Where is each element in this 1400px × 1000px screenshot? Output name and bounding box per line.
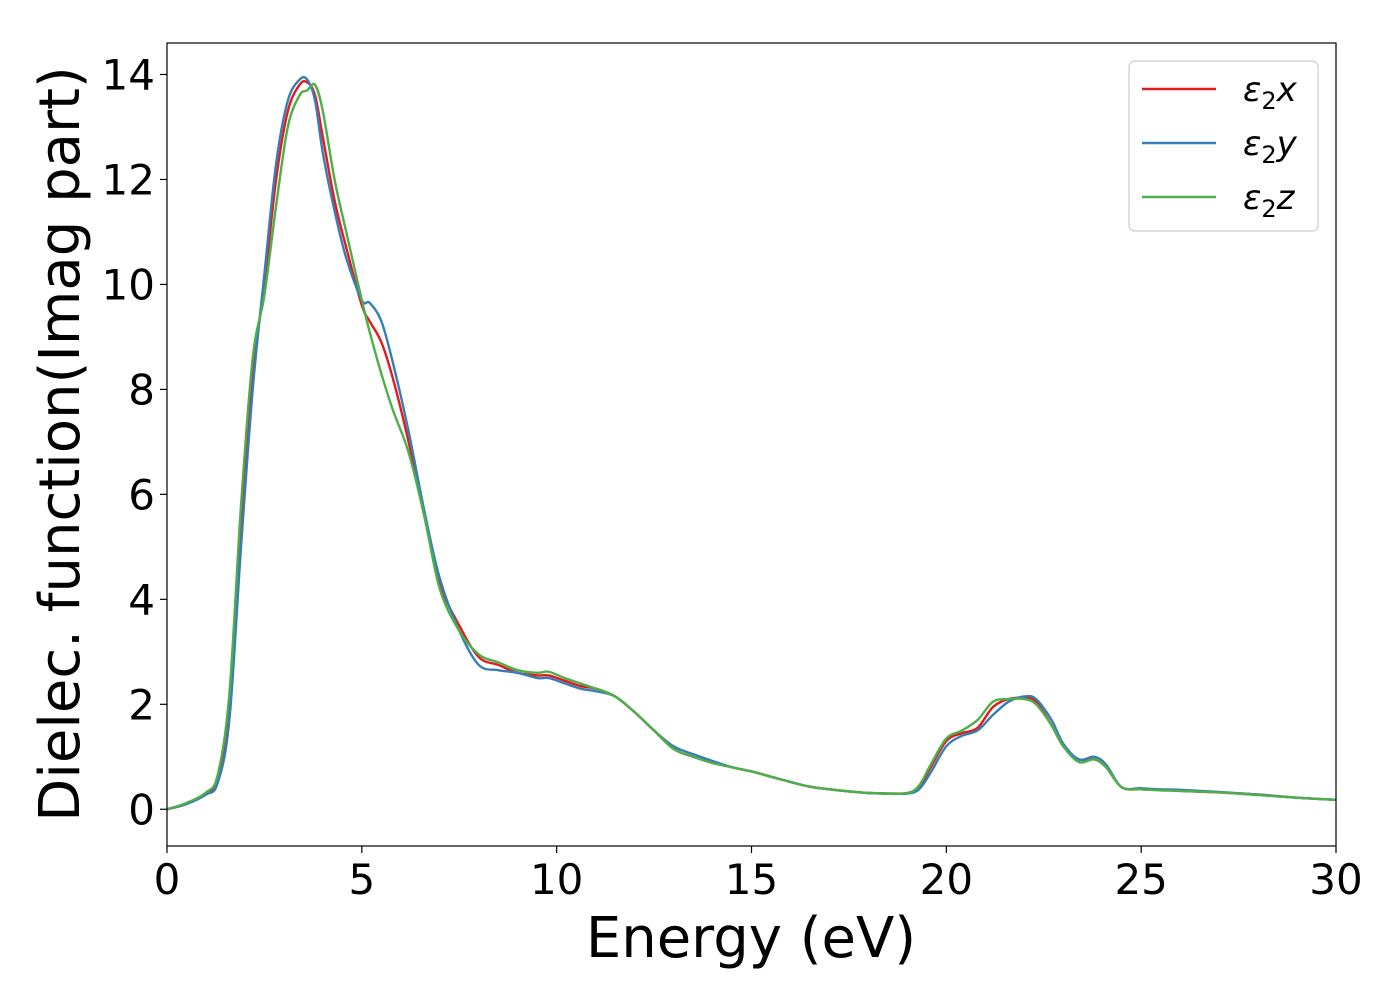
- legend-label: ε2y: [1243, 124, 1298, 169]
- x-tick-label: 0: [154, 855, 181, 904]
- legend-label: ε2x: [1243, 70, 1298, 115]
- y-tick-label: 10: [102, 260, 155, 309]
- y-tick-label: 8: [128, 365, 155, 414]
- legend: ε2x ε2y ε2z: [1128, 60, 1319, 232]
- series-line-3: [166, 82, 1337, 811]
- y-tick-label: 6: [128, 470, 155, 519]
- x-tick-label: 20: [920, 855, 973, 904]
- y-tick-label: 14: [102, 50, 155, 99]
- y-axis-label: Dielec. function(Imag part): [28, 66, 93, 822]
- x-tick-label: 30: [1309, 855, 1362, 904]
- series-layer: [166, 75, 1337, 811]
- legend-box: [1128, 60, 1319, 232]
- y-tick-label: 2: [128, 680, 155, 729]
- x-tick-label: 25: [1114, 855, 1167, 904]
- x-axis-label: Energy (eV): [586, 906, 916, 971]
- x-tick-label: 15: [725, 855, 778, 904]
- y-tick-label: 4: [128, 575, 155, 624]
- y-axis: 0 2 4 6 8 10 12 14: [102, 50, 167, 834]
- x-tick-label: 10: [530, 855, 583, 904]
- legend-label: ε2z: [1243, 178, 1296, 223]
- y-tick-label: 12: [102, 155, 155, 204]
- y-tick-label: 0: [128, 785, 155, 834]
- x-axis: 0 5 10 15 20 25 30: [154, 846, 1363, 904]
- x-tick-label: 5: [348, 855, 375, 904]
